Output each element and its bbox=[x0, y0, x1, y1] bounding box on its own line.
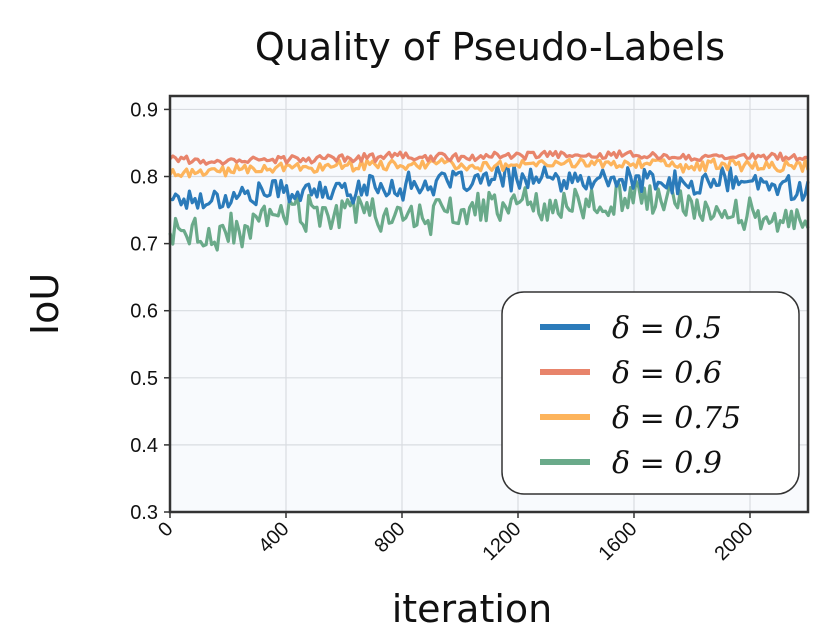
series-line bbox=[168, 149, 809, 166]
y-tick-label: 0.5 bbox=[130, 368, 158, 390]
x-axis: 0 400 800 1200 1600 2000 bbox=[154, 512, 758, 565]
series-line bbox=[168, 157, 810, 179]
legend-label: δ = 0.6 bbox=[612, 356, 722, 391]
x-tick-label: 2000 bbox=[711, 518, 758, 565]
series-line bbox=[169, 163, 810, 210]
y-tick-label: 0.8 bbox=[130, 167, 158, 189]
x-tick-label: 1200 bbox=[479, 518, 526, 565]
y-tick-label: 0.9 bbox=[130, 99, 158, 121]
legend-label: δ = 0.9 bbox=[612, 446, 722, 481]
y-tick-label: 0.6 bbox=[130, 301, 158, 323]
series-line bbox=[168, 179, 810, 252]
legend-label: δ = 0.75 bbox=[612, 401, 741, 436]
plot-frame bbox=[168, 94, 810, 514]
y-tick-label: 0.3 bbox=[130, 502, 158, 524]
y-axis: 0.3 0.4 0.5 0.6 0.7 0.8 0.9 bbox=[130, 99, 170, 524]
y-tick-label: 0.4 bbox=[130, 435, 158, 457]
x-tick-label: 800 bbox=[370, 518, 409, 557]
y-axis-label: IoU bbox=[23, 273, 67, 335]
chart-title: Quality of Pseudo-Labels bbox=[255, 25, 725, 69]
legend-box bbox=[501, 291, 800, 495]
x-tick-label: 0 bbox=[154, 518, 177, 541]
y-tick-label: 0.7 bbox=[130, 234, 158, 256]
legend: δ = 0.5 δ = 0.6 δ = 0.75 δ = 0.9 bbox=[501, 291, 800, 495]
series-group bbox=[168, 149, 810, 252]
x-tick-label: 400 bbox=[254, 518, 293, 557]
legend-label: δ = 0.5 bbox=[612, 311, 722, 346]
x-axis-label: iteration bbox=[392, 587, 553, 631]
x-tick-label: 1600 bbox=[595, 518, 642, 565]
